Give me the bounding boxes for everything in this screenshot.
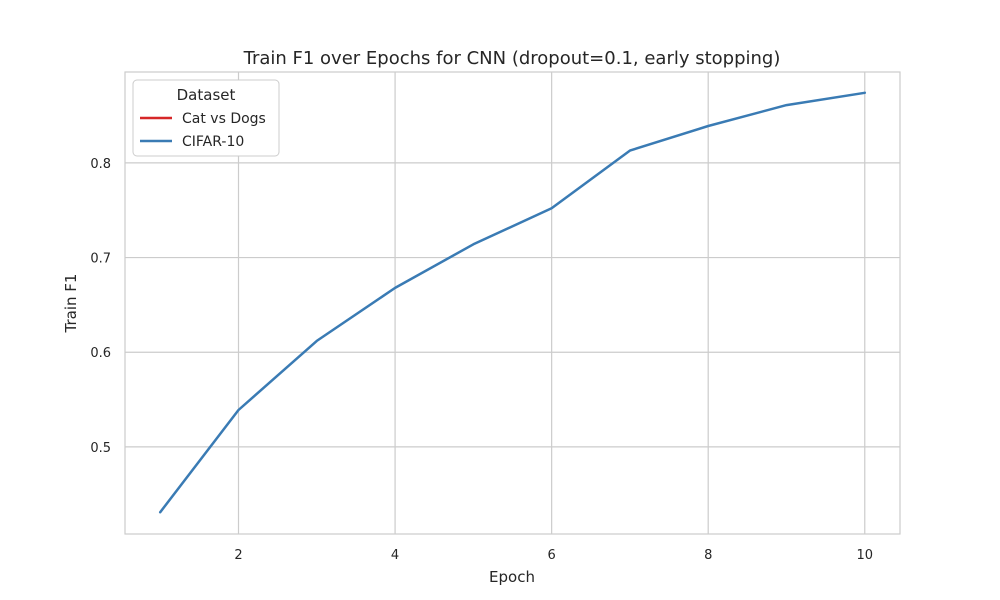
x-tick-label: 8: [704, 548, 712, 563]
y-tick-label: 0.5: [90, 441, 111, 456]
legend-title: Dataset: [177, 86, 236, 104]
x-tick-label: 6: [548, 548, 556, 563]
series-line-cifar-10: [158, 91, 867, 514]
legend-label-cat-vs-dogs: Cat vs Dogs: [182, 111, 266, 127]
y-tick-label: 0.7: [90, 252, 111, 267]
legend: Dataset Cat vs Dogs CIFAR-10: [132, 79, 280, 157]
tick-labels: 2 4 6 8 10 0.5 0.6 0.7 0.8: [90, 157, 873, 563]
y-tick-label: 0.8: [90, 157, 111, 172]
plot-frame: [124, 71, 901, 535]
x-tick-label: 4: [391, 548, 399, 563]
chart-title: Train F1 over Epochs for CNN (dropout=0.…: [243, 48, 781, 69]
y-tick-label: 0.6: [90, 346, 111, 361]
x-tick-label: 2: [234, 548, 242, 563]
x-tick-label: 10: [856, 548, 873, 563]
legend-label-cifar-10: CIFAR-10: [182, 134, 244, 150]
x-axis-label: Epoch: [489, 568, 535, 586]
series-layer: [158, 91, 867, 514]
y-axis-label: Train F1: [62, 274, 80, 334]
legend-box: [132, 79, 280, 157]
grid: [125, 72, 900, 534]
